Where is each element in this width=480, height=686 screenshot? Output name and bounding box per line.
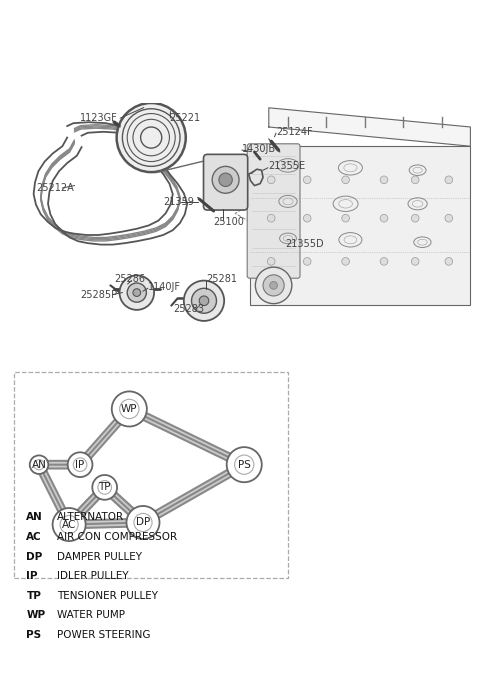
FancyBboxPatch shape — [247, 144, 300, 279]
Circle shape — [122, 109, 180, 167]
Circle shape — [133, 119, 169, 156]
Circle shape — [127, 114, 175, 162]
Circle shape — [270, 281, 277, 289]
Circle shape — [199, 296, 209, 305]
Circle shape — [30, 456, 48, 474]
Text: 25100: 25100 — [214, 217, 244, 227]
Circle shape — [92, 475, 117, 500]
Circle shape — [380, 214, 388, 222]
Text: 25281: 25281 — [206, 274, 238, 284]
Circle shape — [411, 176, 419, 184]
Circle shape — [68, 452, 93, 477]
Text: WP: WP — [121, 404, 138, 414]
Text: IP: IP — [26, 571, 38, 581]
Text: WATER PUMP: WATER PUMP — [57, 611, 125, 620]
Text: PS: PS — [26, 630, 42, 640]
Text: 1140JF: 1140JF — [148, 282, 181, 292]
Text: POWER STEERING: POWER STEERING — [57, 630, 150, 640]
Text: 1430JB: 1430JB — [242, 143, 276, 154]
Text: 25286: 25286 — [114, 274, 145, 284]
Text: AN: AN — [26, 512, 43, 522]
Text: WP: WP — [26, 611, 46, 620]
Text: PS: PS — [238, 460, 251, 470]
Text: 25221: 25221 — [169, 113, 200, 123]
Circle shape — [445, 257, 453, 265]
Text: 25285P: 25285P — [81, 289, 118, 300]
Circle shape — [411, 214, 419, 222]
Circle shape — [411, 257, 419, 265]
Text: AC: AC — [26, 532, 42, 542]
Circle shape — [342, 176, 349, 184]
FancyBboxPatch shape — [250, 146, 470, 305]
Text: TENSIONER PULLEY: TENSIONER PULLEY — [57, 591, 157, 601]
Text: AIR CON COMPRESSOR: AIR CON COMPRESSOR — [57, 532, 177, 542]
Circle shape — [380, 176, 388, 184]
Text: 1123GF: 1123GF — [80, 113, 118, 123]
Text: IDLER PULLEY: IDLER PULLEY — [57, 571, 128, 581]
Circle shape — [117, 103, 186, 172]
Circle shape — [303, 257, 311, 265]
Circle shape — [212, 167, 239, 193]
Circle shape — [267, 214, 275, 222]
Circle shape — [53, 508, 85, 541]
Circle shape — [445, 214, 453, 222]
Text: 21359: 21359 — [163, 198, 194, 207]
Circle shape — [263, 275, 284, 296]
Circle shape — [380, 257, 388, 265]
Text: 21355E: 21355E — [268, 161, 305, 172]
Circle shape — [342, 214, 349, 222]
Circle shape — [126, 506, 159, 539]
Circle shape — [141, 127, 162, 148]
Circle shape — [219, 173, 232, 187]
Circle shape — [112, 392, 147, 427]
Text: ALTERNATOR: ALTERNATOR — [57, 512, 124, 522]
Polygon shape — [269, 108, 470, 146]
Circle shape — [255, 267, 292, 304]
Circle shape — [227, 447, 262, 482]
Text: 25283: 25283 — [173, 304, 204, 314]
Text: 21355D: 21355D — [286, 239, 324, 249]
Circle shape — [192, 288, 216, 314]
Text: AN: AN — [32, 460, 47, 470]
Circle shape — [120, 275, 154, 310]
Circle shape — [184, 281, 224, 321]
Text: DP: DP — [136, 517, 150, 528]
FancyBboxPatch shape — [204, 154, 248, 210]
Text: 25212A: 25212A — [36, 183, 74, 193]
FancyBboxPatch shape — [14, 372, 288, 578]
Text: TP: TP — [26, 591, 41, 601]
Text: TP: TP — [98, 482, 111, 493]
Text: AC: AC — [62, 519, 76, 530]
Circle shape — [303, 176, 311, 184]
Circle shape — [342, 257, 349, 265]
Circle shape — [267, 257, 275, 265]
Text: 25124F: 25124F — [276, 127, 312, 137]
Circle shape — [133, 289, 141, 296]
Circle shape — [303, 214, 311, 222]
Circle shape — [267, 176, 275, 184]
Text: IP: IP — [75, 460, 84, 470]
Circle shape — [445, 176, 453, 184]
Text: DAMPER PULLEY: DAMPER PULLEY — [57, 552, 142, 562]
Text: DP: DP — [26, 552, 43, 562]
Circle shape — [127, 283, 146, 303]
